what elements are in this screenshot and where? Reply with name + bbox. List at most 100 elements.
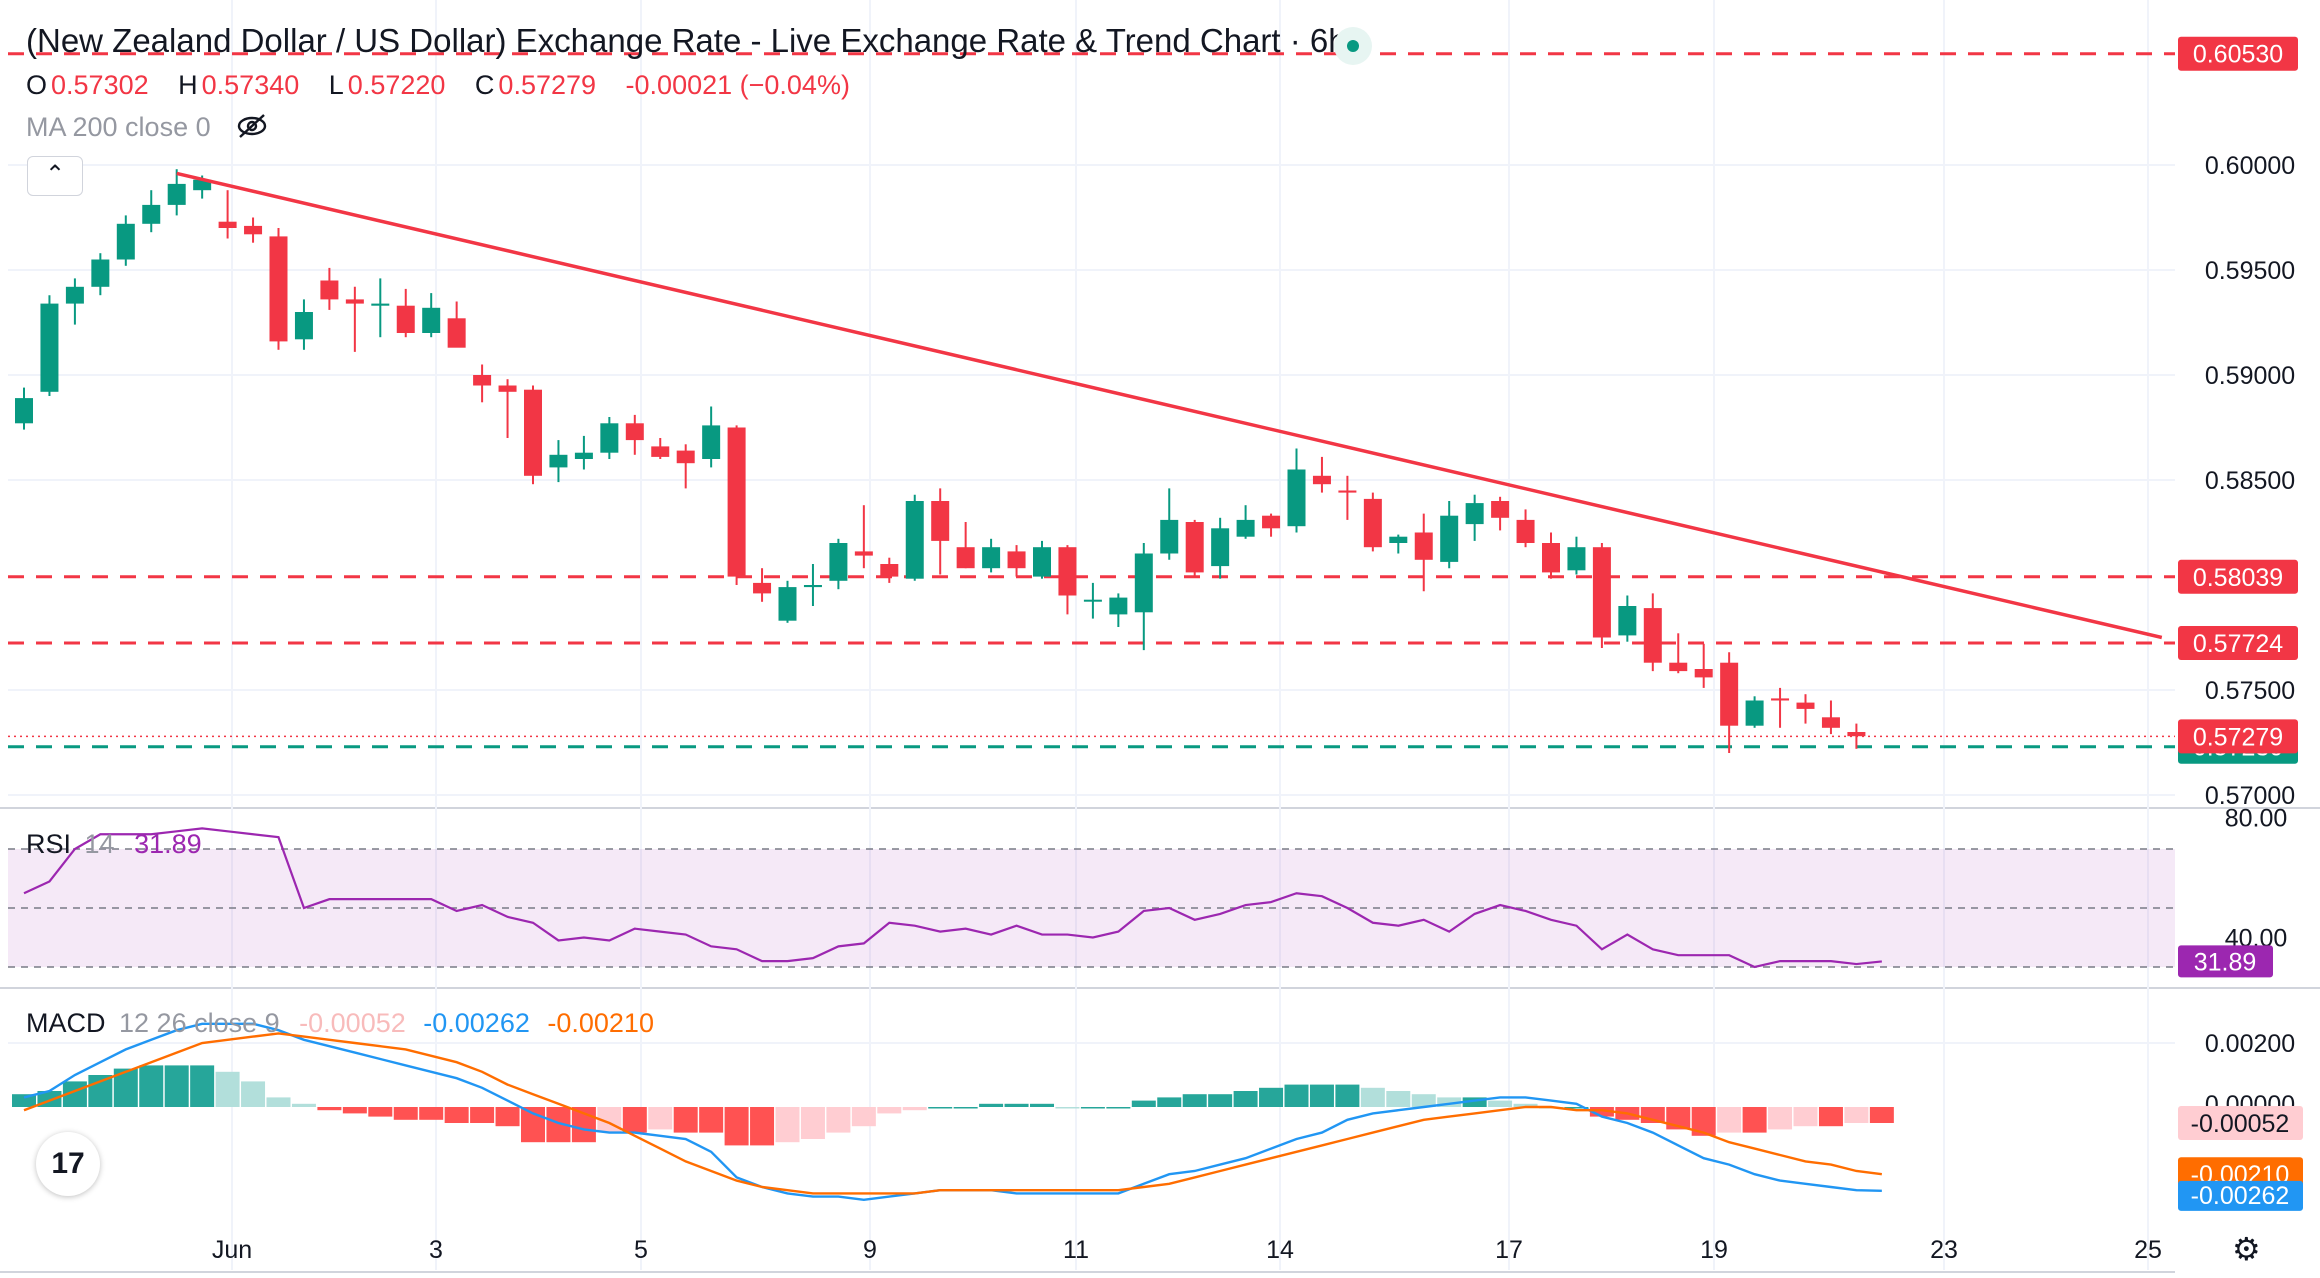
signal-line [23, 1032, 1882, 1195]
candle-body [1821, 717, 1840, 728]
macd-histogram-bar [470, 1107, 495, 1123]
chevron-up-icon: ⌃ [44, 161, 66, 188]
macd-histogram-bar [928, 1107, 953, 1109]
open-label: O [26, 70, 48, 100]
rsi-value-label-bg [2178, 945, 2273, 978]
macd-histogram-bar [1437, 1097, 1462, 1107]
candle-body [1414, 532, 1433, 560]
eye-off-icon[interactable] [236, 112, 268, 147]
macd-histogram-bar [1131, 1100, 1156, 1107]
candle-body [1694, 669, 1713, 678]
macd-hist-value: -0.00052 [299, 1008, 406, 1038]
macd-histogram-bar [1360, 1087, 1385, 1107]
macd-histogram-bar [291, 1103, 316, 1107]
macd-histogram-bar [1335, 1084, 1360, 1107]
time-tick-label: 17 [1495, 1236, 1523, 1264]
candle-body [1160, 519, 1179, 554]
macd-histogram-bar [1488, 1100, 1513, 1107]
macd-line-value: -0.00262 [423, 1008, 530, 1038]
macd-histogram-bar [1717, 1107, 1742, 1133]
macd-histogram-bar [1233, 1091, 1258, 1107]
candle-body [651, 446, 670, 457]
time-tick-label: 3 [429, 1236, 443, 1264]
macd-histogram-bar [1080, 1107, 1105, 1109]
price-level-label: 0.57724 [2193, 630, 2283, 658]
macd-histogram-bar [1004, 1103, 1029, 1107]
macd-histogram-bar [266, 1097, 291, 1107]
macd-histogram-bar [241, 1081, 266, 1107]
candle-body [65, 286, 84, 304]
macd-histogram-bar [1157, 1097, 1182, 1107]
price-axis-label: 0.60000 [2205, 152, 2295, 180]
candle-body [1185, 522, 1204, 573]
candle-body [396, 305, 415, 333]
macd-histogram-bar [139, 1065, 164, 1107]
candle-body [40, 303, 59, 392]
candle-body [1669, 662, 1688, 672]
rsi-value-label: 31.89 [2194, 948, 2257, 976]
candle-body [524, 389, 542, 476]
time-tick-label: Jun [212, 1236, 252, 1264]
candle-body [1236, 519, 1255, 537]
close-label: C [474, 70, 495, 100]
candle-body [549, 454, 568, 468]
candle-body [218, 221, 237, 228]
trendline [176, 171, 2163, 640]
macd-histogram-bar [826, 1107, 851, 1133]
macd-histogram-bar [1462, 1097, 1487, 1107]
macd-histogram-bar [1055, 1107, 1080, 1109]
macd-histogram-bar [1208, 1094, 1233, 1107]
tradingview-logo-icon[interactable]: 17 [36, 1132, 100, 1196]
price-axis-label: 0.59000 [2205, 362, 2295, 390]
candle-body [244, 225, 263, 235]
candle-body [702, 425, 721, 459]
macd-histogram-bar [953, 1107, 978, 1109]
rsi-line [23, 827, 1882, 969]
macd-histogram-bar [979, 1103, 1004, 1107]
macd-line-label-bg [2178, 1180, 2303, 1211]
macd-histogram-bar [317, 1107, 342, 1111]
macd-histogram-bar [1182, 1094, 1207, 1107]
candle-body [625, 423, 644, 441]
macd-histogram-bar [673, 1107, 698, 1133]
candle-body [753, 582, 772, 594]
candle-body [1007, 551, 1026, 569]
last-price-label-bg [2178, 719, 2298, 754]
candle-body [803, 585, 822, 588]
gear-icon[interactable]: ⚙ [2232, 1231, 2261, 1267]
candle-body [1109, 597, 1128, 615]
candle-body [1312, 475, 1331, 485]
macd-histogram-bar [368, 1107, 393, 1117]
low-value: 0.57220 [347, 70, 446, 100]
price-axis-label: 0.57000 [2205, 782, 2295, 810]
macd-histogram-bar [1259, 1087, 1284, 1107]
candle-body [294, 312, 313, 340]
high-value: 0.57340 [201, 70, 300, 100]
last-price-label: 0.57279 [2193, 723, 2283, 751]
candle-body [880, 564, 899, 577]
macd-histogram-bar [444, 1107, 469, 1123]
candle-body [116, 223, 135, 260]
rsi-name: RSI [26, 829, 72, 859]
macd-histogram-bar [1284, 1084, 1309, 1107]
macd-legend: MACD 12 26 close 9 -0.00052 -0.00262 -0.… [26, 1008, 654, 1039]
candle-body [269, 236, 288, 342]
macd-histogram-bar [1386, 1091, 1411, 1107]
ma-indicator-label[interactable]: MA 200 close 0 [26, 112, 211, 142]
live-status-icon [1334, 27, 1372, 65]
macd-histogram-bar [1818, 1107, 1843, 1127]
macd-histogram-bar [419, 1107, 444, 1120]
candle-body [1745, 700, 1764, 726]
ohlc-readout: O 0.57302 H 0.57340 L 0.57220 C 0.57279 -0.0… [26, 70, 872, 101]
macd-axis-label: 0.00200 [2205, 1030, 2295, 1058]
macd-histogram-bar [750, 1107, 775, 1146]
price-level-label-bg [2178, 559, 2298, 594]
time-tick-label: 14 [1266, 1236, 1294, 1264]
macd-histogram-bar [699, 1107, 724, 1133]
candle-body [1083, 599, 1102, 602]
candle-body [15, 398, 33, 424]
macd-hist-label-bg [2178, 1106, 2303, 1140]
candle-body [1796, 702, 1815, 709]
collapse-legend-button[interactable]: ⌃ [27, 156, 83, 196]
